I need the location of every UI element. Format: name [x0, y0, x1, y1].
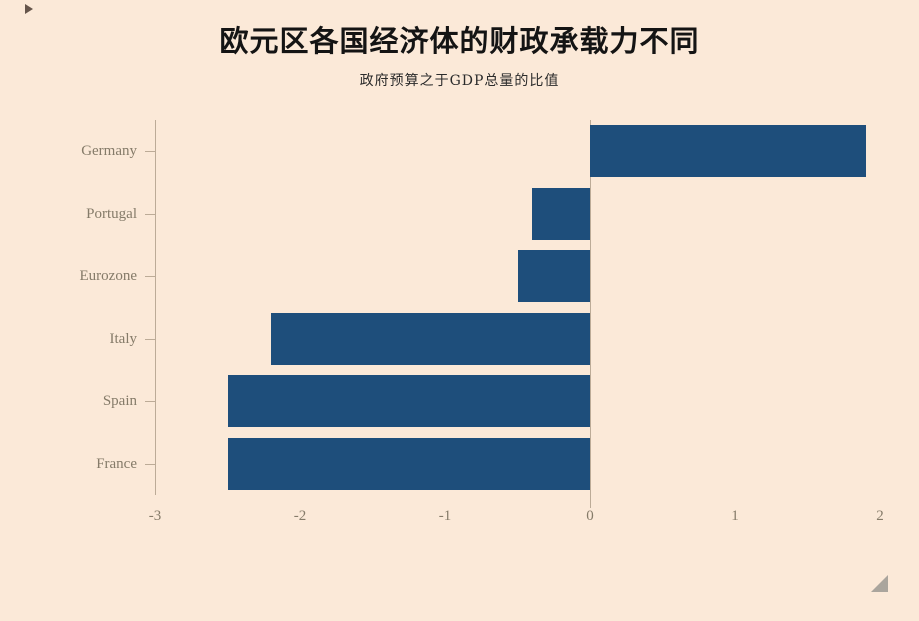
corner-mark-icon: [25, 4, 33, 14]
y-axis-tick: [145, 213, 155, 215]
x-tick-label: 1: [731, 508, 739, 524]
chart-subtitle: 政府预算之于GDP总量的比值: [359, 72, 560, 89]
x-tick-label: 2: [876, 508, 884, 524]
category-label: France: [96, 455, 137, 472]
x-tick-label: 0: [586, 508, 594, 524]
y-axis-tick: [145, 401, 155, 403]
bar-france: [227, 437, 590, 490]
bar-germany: [590, 125, 866, 178]
x-tick-label: -1: [438, 508, 452, 524]
category-label: Italy: [109, 330, 138, 347]
chart-title: 欧元区各国经济体的财政承载力不同: [219, 24, 700, 58]
y-axis-line: [155, 120, 156, 495]
bar-portugal: [532, 187, 590, 240]
y-axis-tick: [145, 151, 155, 153]
zero-axis-line: [590, 120, 591, 508]
category-label: Portugal: [86, 205, 137, 222]
bar-italy: [271, 312, 590, 365]
chart-header: 欧元区各国经济体的财政承载力不同 政府预算之于GDP总量的比值: [0, 0, 919, 90]
plot-area: Germany Portugal Eurozone Italy Spain France -…: [80, 120, 884, 524]
bar-eurozone: [517, 250, 590, 303]
category-label: Germany: [81, 143, 137, 160]
y-axis-tick: [145, 338, 155, 340]
category-label: Eurozone: [79, 268, 137, 285]
y-axis-tick: [145, 276, 155, 278]
y-axis-tick: [145, 463, 155, 465]
x-tick-label: -3: [148, 508, 162, 524]
category-label: Spain: [102, 393, 137, 410]
bar-spain: [227, 375, 590, 428]
resize-handle-icon: [871, 575, 888, 592]
x-tick-label: -2: [293, 508, 307, 524]
